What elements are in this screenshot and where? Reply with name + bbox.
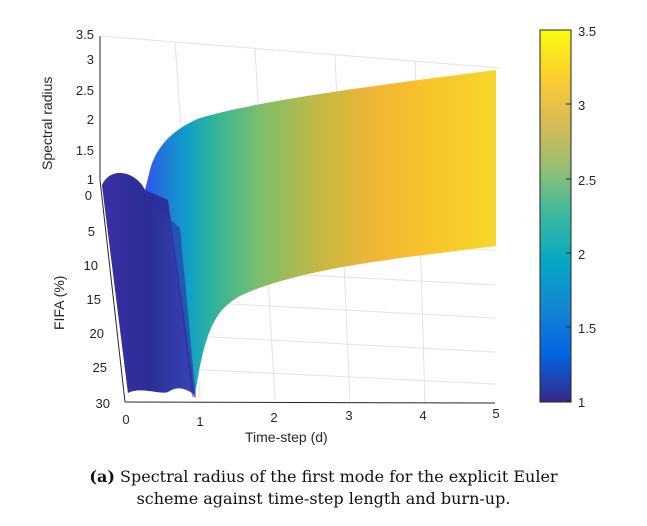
z-tick-label: 3.5: [76, 27, 94, 42]
back-edge-line: [99, 35, 501, 69]
x-tick-label: 0: [122, 412, 129, 427]
y-tick-label: 30: [96, 396, 110, 411]
x-tick-label: 5: [492, 406, 499, 421]
y-tick-label: 10: [84, 258, 98, 273]
z-axis-ticks: 3.5 3 2.5 2 1.5 1: [76, 27, 94, 187]
x-axis-line: [124, 401, 496, 404]
x-tick-label: 4: [419, 408, 426, 423]
x-axis-label: Time-step (d): [245, 429, 328, 445]
y-axis-ticks: 0 5 10 15 20 25 30: [84, 188, 110, 411]
colorbar-tick-label: 2: [578, 247, 585, 262]
z-tick-label: 2.5: [76, 83, 94, 98]
z-tick-label: 1: [87, 172, 94, 187]
z-tick-label: 1.5: [76, 143, 94, 158]
y-tick-label: 25: [93, 360, 107, 375]
axis-box: [99, 36, 496, 404]
colorbar-tick-label: 1.5: [578, 321, 596, 336]
caption-text-line-1: Spectral radius of the first mode for th…: [120, 467, 558, 486]
y-tick-label: 5: [88, 224, 95, 239]
colorbar-tick-label: 3: [578, 98, 585, 113]
x-tick-label: 2: [270, 410, 277, 425]
y-axis-line: [99, 179, 126, 403]
y-axis-label: FIFA (%): [51, 276, 67, 330]
colorbar-tick-label: 2.5: [578, 173, 596, 188]
figure-caption: (a) Spectral radius of the first mode fo…: [0, 466, 647, 510]
z-axis-label: Spectral radius: [39, 77, 55, 170]
colorbar-tick-marks: [566, 29, 571, 402]
colorbar-bar: [539, 29, 572, 403]
x-tick-label: 3: [345, 408, 352, 423]
colorbar-tick-label: 1: [578, 395, 585, 410]
x-tick-label: 1: [196, 414, 203, 429]
colorbar: 3.5 3 2.5 2 1.5 1: [539, 24, 596, 410]
y-tick-label: 15: [87, 292, 101, 307]
caption-label: (a): [89, 467, 115, 486]
x-axis-ticks: 0 1 2 3 4 5: [122, 406, 499, 429]
surface-back-wall: [102, 70, 496, 395]
y-tick-label: 0: [85, 188, 92, 203]
surface: [102, 70, 496, 398]
surface-front-ridge: [145, 190, 196, 398]
y-tick-label: 20: [90, 326, 104, 341]
caption-line-1: (a) Spectral radius of the first mode fo…: [0, 466, 647, 488]
z-tick-label: 2: [87, 112, 94, 127]
caption-line-2: scheme against time-step length and burn…: [136, 489, 511, 508]
z-tick-label: 3: [87, 52, 94, 67]
colorbar-tick-label: 3.5: [578, 24, 596, 39]
